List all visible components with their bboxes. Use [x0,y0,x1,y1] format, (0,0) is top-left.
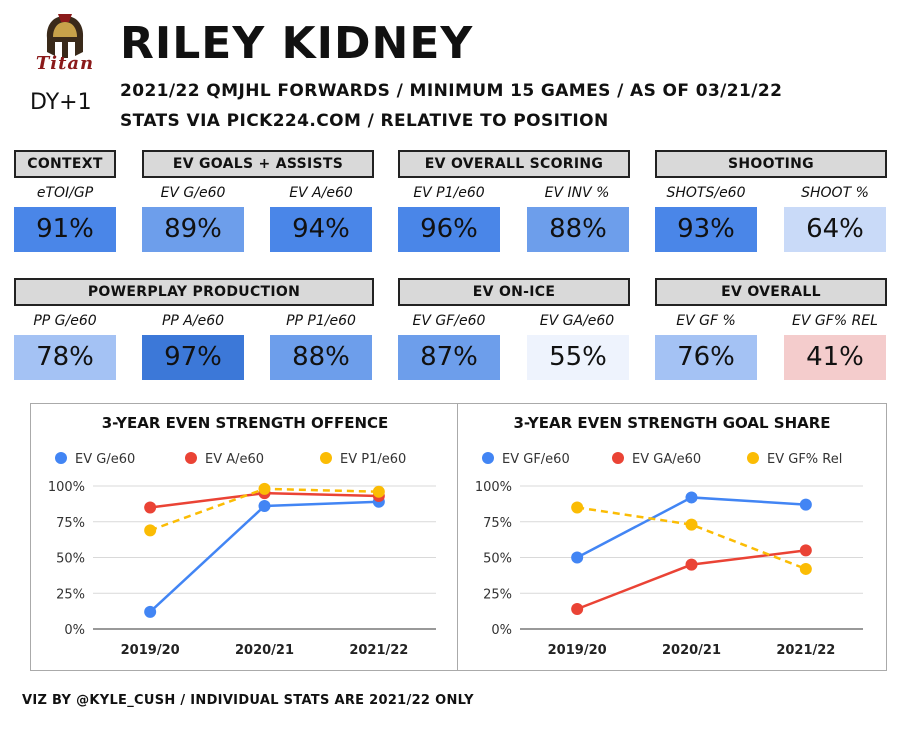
footer-credit: VIZ BY @KYLE_CUSH / INDIVIDUAL STATS ARE… [22,693,474,708]
series-line [576,506,807,571]
data-point [685,491,698,504]
stat-label-pp-p1-e60: PP P1/e60 [286,313,356,329]
player-name: RILEY KIDNEY [120,18,474,69]
x-tick-label: 2021/22 [349,643,408,658]
data-point [144,501,157,514]
data-point [571,501,584,514]
stat-value-shoot-pct: 64% [784,207,886,252]
legend-label: EV GF% Rel [767,452,842,467]
y-tick-label: 50% [56,552,85,567]
stat-value-ev-gf-e60: 87% [398,335,500,380]
data-point [571,551,584,564]
stat-value-ev-gf-pct: 76% [655,335,757,380]
data-point [144,605,157,618]
stat-label-ev-gf-e60: EV GF/e60 [412,313,486,329]
stat-value-etoi-gp: 91% [14,207,116,252]
data-point [372,485,385,498]
stat-label-ev-gf-pct-rel: EV GF% REL [792,313,878,329]
stat-value-pp-g-e60: 78% [14,335,116,380]
stat-label-shots-e60: SHOTS/e60 [666,185,746,201]
y-tick-label: 25% [56,587,85,602]
x-tick-label: 2020/21 [235,643,294,658]
stat-label-pp-g-e60: PP G/e60 [33,313,97,329]
chart-panel-offence: 3-YEAR EVEN STRENGTH OFFENCE EV G/e60 EV … [30,403,460,671]
data-point [685,558,698,571]
group-header-shooting: SHOOTING [655,150,887,178]
stat-value-pp-a-e60: 97% [142,335,244,380]
subtitle-line-2: STATS VIA PICK224.COM / RELATIVE TO POSI… [120,111,609,131]
y-tick-label: 75% [56,516,85,531]
x-tick-label: 2019/20 [548,643,607,658]
data-point [685,518,698,531]
stat-label-ev-p1-e60: EV P1/e60 [413,185,485,201]
group-header-powerplay-production: POWERPLAY PRODUCTION [14,278,374,306]
data-point [799,544,812,557]
logo-wordmark: Titan [35,53,95,74]
legend-label: EV GF/e60 [502,452,570,467]
group-header-ev-goals-assists: EV GOALS + ASSISTS [142,150,374,178]
legend-marker [482,452,494,464]
helmet-icon [46,14,84,58]
y-tick-label: 0% [64,623,85,638]
group-header-ev-on-ice: EV ON-ICE [398,278,630,306]
legend-label: EV GA/e60 [632,452,701,467]
subtitle-line-1: 2021/22 QMJHL FORWARDS / MINIMUM 15 GAME… [120,81,783,101]
stat-value-ev-ga-e60: 55% [527,335,629,380]
stat-value-pp-p1-e60: 88% [270,335,372,380]
chart-title: 3-YEAR EVEN STRENGTH GOAL SHARE [513,414,831,432]
stat-label-pp-a-e60: PP A/e60 [161,313,225,329]
y-tick-label: 50% [483,552,512,567]
stat-label-ev-inv: EV INV % [544,185,610,201]
data-point [799,562,812,575]
stat-value-ev-p1-e60: 96% [398,207,500,252]
legend-marker [747,452,759,464]
group-header-ev-overall-scoring: EV OVERALL SCORING [398,150,630,178]
stat-value-shots-e60: 93% [655,207,757,252]
data-point [799,498,812,511]
legend-marker [55,452,67,464]
stat-label-ev-g-e60: EV G/e60 [160,185,226,201]
stat-label-ev-ga-e60: EV GA/e60 [539,313,615,329]
data-point [258,500,271,513]
legend-label: EV G/e60 [75,452,135,467]
stat-value-ev-inv: 88% [527,207,629,252]
y-tick-label: 100% [48,480,85,495]
legend-marker [612,452,624,464]
x-tick-label: 2019/20 [121,643,180,658]
y-tick-label: 75% [483,516,512,531]
x-tick-label: 2020/21 [662,643,721,658]
x-tick-label: 2021/22 [776,643,835,658]
line-chart-offence: EV G/e60 EV A/e60 EV P1/e60 0% 25% 50% 75% 100%… [48,452,436,658]
chart-panel-goal-share: 3-YEAR EVEN STRENGTH GOAL SHARE EV GF/e6… [457,403,887,671]
stat-value-ev-a-e60: 94% [270,207,372,252]
stat-value-ev-gf-pct-rel: 41% [784,335,886,380]
legend-marker [320,452,332,464]
data-point [571,602,584,615]
team-logo: Titan [28,12,102,74]
legend-label: EV P1/e60 [340,452,406,467]
stat-label-etoi-gp: eTOI/GP [36,185,94,201]
stat-label-shoot-pct: SHOOT % [801,185,869,201]
data-point [258,482,271,495]
group-header-ev-overall: EV OVERALL [655,278,887,306]
stat-label-ev-gf-pct: EV GF % [676,313,736,329]
chart-title: 3-YEAR EVEN STRENGTH OFFENCE [101,414,389,432]
stat-label-ev-a-e60: EV A/e60 [289,185,353,201]
line-chart-goal-share: EV GF/e60 EV GA/e60 EV GF% Rel 0% 25% 50% 75% 1… [475,452,863,658]
legend-marker [185,452,197,464]
y-tick-label: 25% [483,587,512,602]
draft-year-label: DY+1 [30,90,92,115]
y-tick-label: 100% [475,480,512,495]
group-header-context: CONTEXT [14,150,116,178]
data-point [144,524,157,537]
stat-value-ev-g-e60: 89% [142,207,244,252]
legend-label: EV A/e60 [205,452,264,467]
y-tick-label: 0% [491,623,512,638]
